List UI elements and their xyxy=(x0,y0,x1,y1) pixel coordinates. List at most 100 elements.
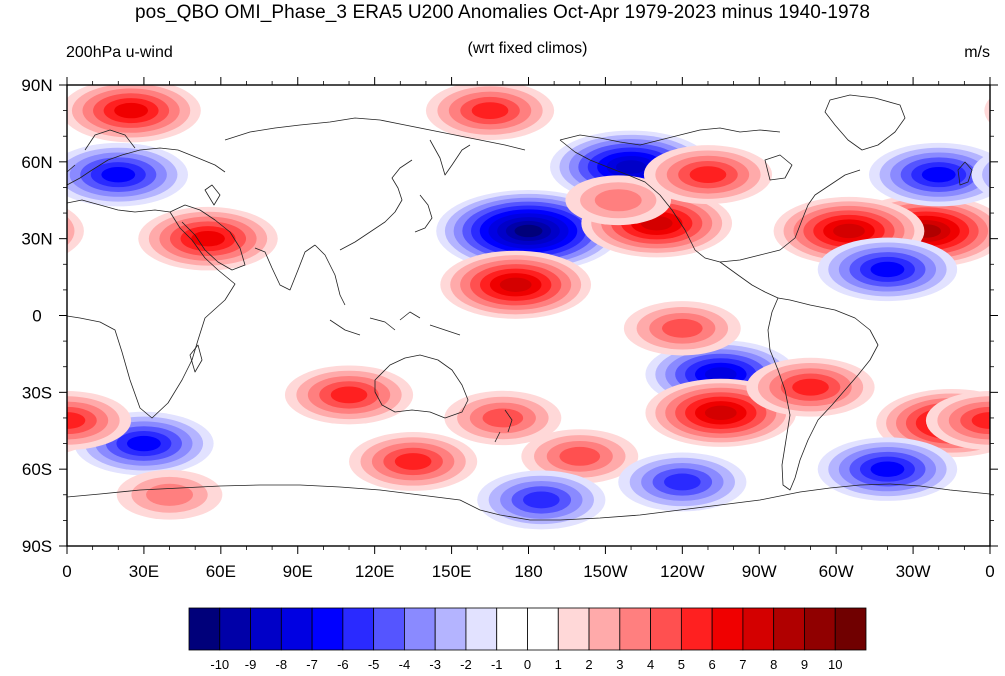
colorbar-label: 4 xyxy=(647,657,654,672)
colorbar-swatch xyxy=(404,607,436,651)
contour-band xyxy=(114,102,149,119)
anomaly-center xyxy=(477,470,606,530)
coast-greenland xyxy=(824,94,906,151)
coast-europe xyxy=(67,129,226,186)
anomaly-center xyxy=(67,391,990,450)
colorbar-swatch xyxy=(219,607,251,651)
contour-band xyxy=(67,208,84,254)
anomaly-center xyxy=(817,437,958,501)
y-tick-label: 0 xyxy=(32,307,41,326)
coast-south-america xyxy=(767,297,879,491)
coast-east-asia xyxy=(314,159,413,306)
contour-band xyxy=(615,160,647,174)
contour-band xyxy=(662,318,703,338)
contour-band xyxy=(984,98,990,124)
contour-band xyxy=(127,435,161,452)
contour-band xyxy=(704,367,737,382)
colorbar-label: -5 xyxy=(368,657,380,672)
colorbar-label: -6 xyxy=(337,657,349,672)
colorbar-label: 6 xyxy=(709,657,716,672)
contour-band xyxy=(3,411,55,434)
contour-band xyxy=(993,153,1005,197)
anomaly-center xyxy=(643,145,773,205)
anomaly-center xyxy=(623,301,741,356)
contour-band xyxy=(833,223,865,239)
coast-australia xyxy=(374,354,469,419)
colorbar-swatch xyxy=(680,607,713,651)
colorbar-label: -3 xyxy=(429,657,441,672)
colorbar-swatch xyxy=(311,607,344,651)
x-tick-label: 0 xyxy=(985,562,994,581)
colorbar-swatch xyxy=(527,607,559,651)
contour-band xyxy=(101,166,136,183)
coastlines xyxy=(67,94,990,521)
coast-hudson-bay xyxy=(764,154,793,181)
anomaly-center xyxy=(444,390,562,446)
colorbar-swatch xyxy=(434,607,467,651)
coast-arabia xyxy=(169,204,246,271)
x-tick-label: 30W xyxy=(896,562,931,581)
colorbar-swatch xyxy=(742,607,775,651)
colorbar-swatch xyxy=(342,607,375,651)
anomaly-center xyxy=(746,357,875,417)
variable-label: 200hPa u-wind xyxy=(66,44,173,61)
contour-band xyxy=(594,189,642,212)
colorbar-label: -9 xyxy=(245,657,257,672)
colorbar-swatch xyxy=(465,607,498,651)
colorbar-label: 9 xyxy=(801,657,808,672)
contour-band xyxy=(689,166,727,184)
climo-note: (wrt fixed climos) xyxy=(467,40,588,57)
contour-band xyxy=(870,261,905,278)
coast-kamchatka xyxy=(429,139,471,176)
contour-band xyxy=(523,491,560,509)
y-tick-label: 60S xyxy=(22,460,52,479)
contour-band xyxy=(146,483,194,506)
anomaly-center xyxy=(284,365,414,425)
contour-band xyxy=(0,224,18,238)
colorbar-label: -8 xyxy=(276,657,288,672)
contour-band xyxy=(191,230,225,247)
anomaly-fill xyxy=(0,84,1005,530)
anomaly-center xyxy=(817,237,958,302)
colorbar-swatch xyxy=(773,607,805,651)
coast-africa xyxy=(67,199,236,419)
chart-title: pos_QBO OMI_Phase_3 ERA5 U200 Anomalies … xyxy=(135,2,870,23)
contour-band xyxy=(559,446,601,466)
colorbar-swatch xyxy=(834,607,867,651)
colorbar-label: 10 xyxy=(828,657,842,672)
contour-band xyxy=(995,84,1005,138)
colorbar-label: 5 xyxy=(678,657,685,672)
colorbar-swatch xyxy=(280,607,313,651)
contour-band xyxy=(792,378,829,396)
y-tick-label: 30N xyxy=(21,230,52,249)
contour-band xyxy=(971,412,990,429)
colorbar-swatch xyxy=(496,607,528,651)
coast-antarctica xyxy=(67,483,990,521)
coast-madagascar xyxy=(189,344,203,373)
contour-band xyxy=(870,461,905,477)
colorbar-swatch xyxy=(619,607,651,651)
colorbar: -10 -9 -8 -7 -6 -5 -4 -3 -2 -1 0 1 2 3 4 5 6 7 8 9 10 xyxy=(188,607,867,672)
anomaly-center xyxy=(565,175,672,226)
x-tick-label: 120E xyxy=(355,562,395,581)
contour-band xyxy=(330,386,368,404)
colorbar-label: -10 xyxy=(210,657,229,672)
x-tick-label: 60W xyxy=(819,562,854,581)
y-tick-label: 30S xyxy=(22,383,52,402)
y-tick-label: 90S xyxy=(22,537,52,556)
contour-band xyxy=(471,102,509,120)
anomaly-center xyxy=(425,85,555,141)
anomaly-center xyxy=(67,142,1005,207)
colorbar-swatch xyxy=(373,607,405,651)
colorbar-label: -1 xyxy=(491,657,503,672)
contour-band xyxy=(394,453,432,470)
contour-band xyxy=(482,408,524,428)
colorbar-label: 1 xyxy=(555,657,562,672)
coast-caspian xyxy=(204,184,221,206)
colorbar-label: 0 xyxy=(524,657,531,672)
contour-band xyxy=(971,153,990,197)
x-tick-label: 60E xyxy=(206,562,236,581)
x-tick-label: 30E xyxy=(129,562,159,581)
contour-band xyxy=(0,407,64,439)
axis-ticks: 0 30E 60E 90E 120E 150E 180 150W 120W 90W 60W 30W 09… xyxy=(21,76,998,581)
